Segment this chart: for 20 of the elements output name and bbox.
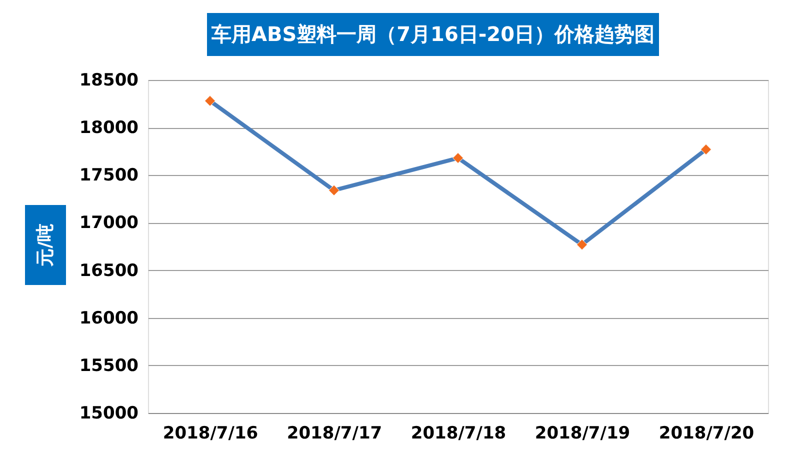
y-tick-label: 17500	[79, 166, 139, 186]
point	[328, 184, 340, 196]
y-tick-label: 17000	[79, 213, 139, 234]
y-tick-label: 16500	[79, 260, 139, 281]
x-tick-label: 2018/7/18	[410, 424, 506, 444]
y-tick-label: 16000	[79, 308, 139, 328]
y-tick-label: 18500	[79, 70, 139, 90]
point	[452, 152, 464, 164]
chart-title: 车用ABS塑料一周（7月16日-20日）价格趋势图	[210, 22, 655, 46]
x-tick-label: 2018/7/19	[534, 424, 630, 444]
point	[576, 239, 588, 250]
point	[204, 95, 216, 106]
point	[700, 144, 712, 155]
y-tick-label: 15500	[79, 356, 139, 376]
y-axis-title: 元/吨	[35, 224, 56, 268]
x-tick-label: 2018/7/17	[286, 424, 382, 444]
x-tick-label: 2018/7/20	[658, 424, 754, 444]
y-tick-label: 15000	[79, 404, 139, 424]
x-tick-label: 2018/7/16	[162, 424, 258, 444]
y-tick-label: 18000	[79, 118, 139, 138]
